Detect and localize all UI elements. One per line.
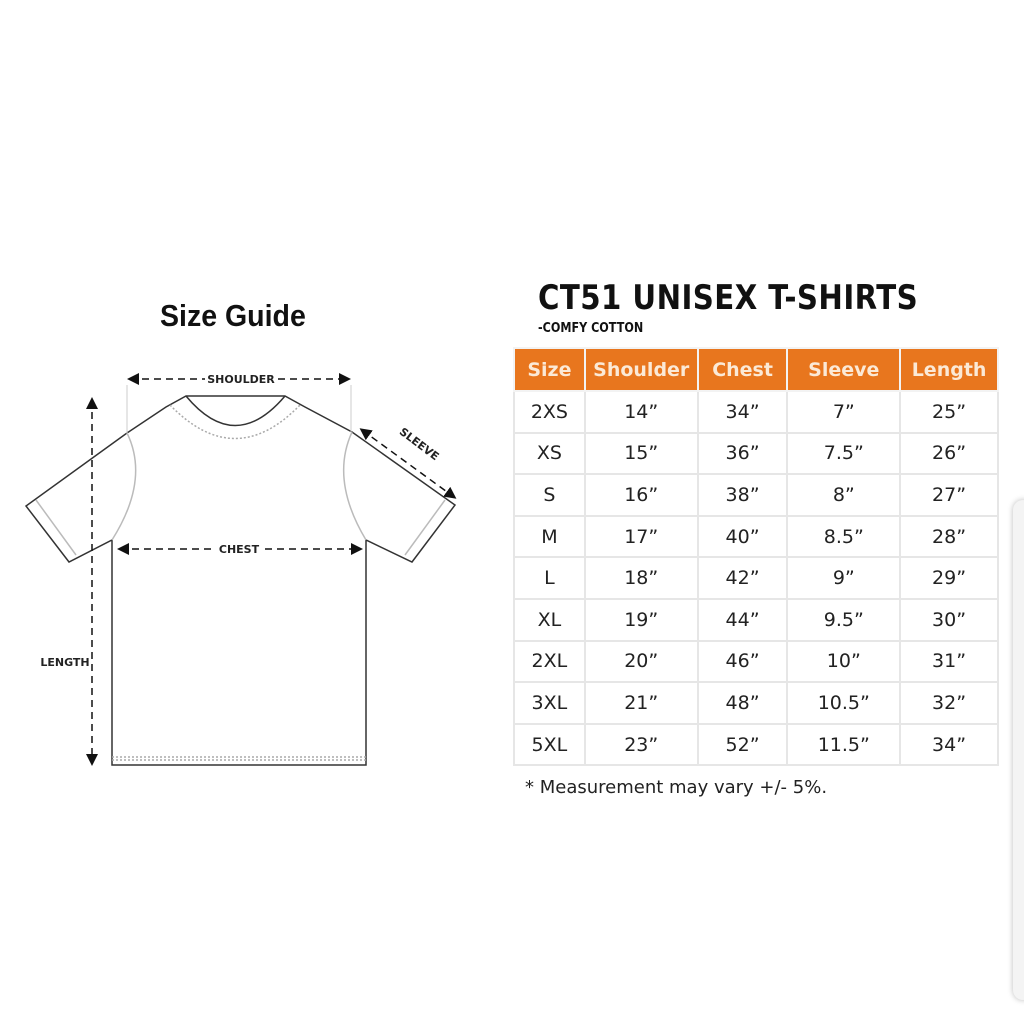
table-cell: 48” [696, 681, 789, 725]
table-cell: 40” [696, 514, 789, 559]
column-header: Sleeve [786, 347, 902, 392]
table-cell: 9” [786, 556, 902, 600]
table-cell: 8” [786, 473, 902, 517]
table-cell: 31” [899, 639, 999, 684]
table-cell: 2XL [513, 639, 586, 684]
table-cell: 8.5” [786, 514, 902, 559]
chest-label: CHEST [219, 543, 260, 556]
table-cell: L [513, 556, 586, 600]
sleeve-arrow [359, 428, 457, 499]
chart-title: CT51 UNISEX T-SHIRTS [538, 278, 919, 318]
table-cell: 18” [583, 556, 699, 600]
table-row: 5XL 23” 52” 11.5” 34” [513, 722, 999, 767]
table-cell: 17” [583, 514, 699, 559]
length-label: LENGTH [40, 656, 89, 669]
table-cell: 23” [583, 722, 699, 767]
table-cell: 34” [696, 390, 789, 434]
tshirt-outline [24, 395, 457, 766]
scrollbar[interactable] [1013, 500, 1024, 1000]
table-cell: M [513, 514, 586, 559]
table-cell: 30” [899, 597, 999, 642]
column-header: Size [513, 347, 586, 392]
table-cell: 38” [696, 473, 789, 517]
table-cell: 7” [786, 390, 902, 434]
table-cell: 3XL [513, 681, 586, 725]
table-cell: 5XL [513, 722, 586, 767]
measurement-note: * Measurement may vary +/- 5%. [525, 777, 828, 798]
column-header: Shoulder [583, 347, 699, 392]
table-cell: 36” [696, 431, 789, 476]
table-row: 3XL 21” 48” 10.5” 32” [513, 681, 999, 725]
size-table: Size Shoulder Chest Sleeve Length 2XS 14” 34” 7… [513, 347, 999, 767]
table-cell: XL [513, 597, 586, 642]
chart-subtitle: -COMFY COTTON [538, 321, 644, 336]
table-cell: 9.5” [786, 597, 902, 642]
size-guide-title: Size Guide [160, 298, 306, 333]
table-cell: 10” [786, 639, 902, 684]
table-cell: 52” [696, 722, 789, 767]
table-cell: 25” [899, 390, 999, 434]
table-cell: 19” [583, 597, 699, 642]
table-row: 2XL 20” 46” 10” 31” [513, 639, 999, 684]
table-row: M 17” 40” 8.5” 28” [513, 514, 999, 559]
table-cell: XS [513, 431, 586, 476]
column-header: Length [899, 347, 999, 392]
table-cell: 42” [696, 556, 789, 600]
shoulder-label: SHOULDER [207, 373, 275, 386]
table-cell: 2XS [513, 390, 586, 434]
column-header: Chest [696, 347, 789, 392]
table-cell: 44” [696, 597, 789, 642]
table-row: XL 19” 44” 9.5” 30” [513, 597, 999, 642]
table-row: S 16” 38” 8” 27” [513, 473, 999, 517]
table-row: 2XS 14” 34” 7” 25” [513, 390, 999, 434]
table-cell: 21” [583, 681, 699, 725]
tshirt-diagram: SHOULDER CHEST LENGTH SLEEVE [24, 373, 457, 766]
table-cell: 16” [583, 473, 699, 517]
table-cell: 14” [583, 390, 699, 434]
table-cell: 11.5” [786, 722, 902, 767]
table-cell: 15” [583, 431, 699, 476]
table-cell: 32” [899, 681, 999, 725]
table-cell: 27” [899, 473, 999, 517]
table-cell: 46” [696, 639, 789, 684]
table-cell: 34” [899, 722, 999, 767]
table-cell: 10.5” [786, 681, 902, 725]
table-row: XS 15” 36” 7.5” 26” [513, 431, 999, 476]
table-cell: 29” [899, 556, 999, 600]
table-cell: 28” [899, 514, 999, 559]
table-cell: S [513, 473, 586, 517]
sleeve-label: SLEEVE [397, 425, 442, 463]
table-cell: 7.5” [786, 431, 902, 476]
table-cell: 20” [583, 639, 699, 684]
table-cell: 26” [899, 431, 999, 476]
table-row: L 18” 42” 9” 29” [513, 556, 999, 600]
